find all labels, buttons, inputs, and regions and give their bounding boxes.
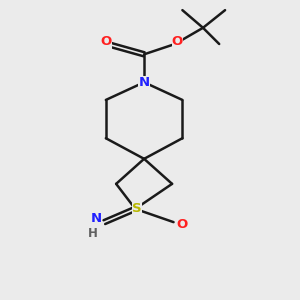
Text: O: O (176, 218, 188, 231)
Text: O: O (172, 35, 183, 48)
Text: N: N (91, 212, 102, 225)
Text: N: N (139, 76, 150, 89)
Text: S: S (132, 202, 142, 215)
Text: H: H (88, 227, 98, 240)
Text: O: O (100, 35, 112, 48)
